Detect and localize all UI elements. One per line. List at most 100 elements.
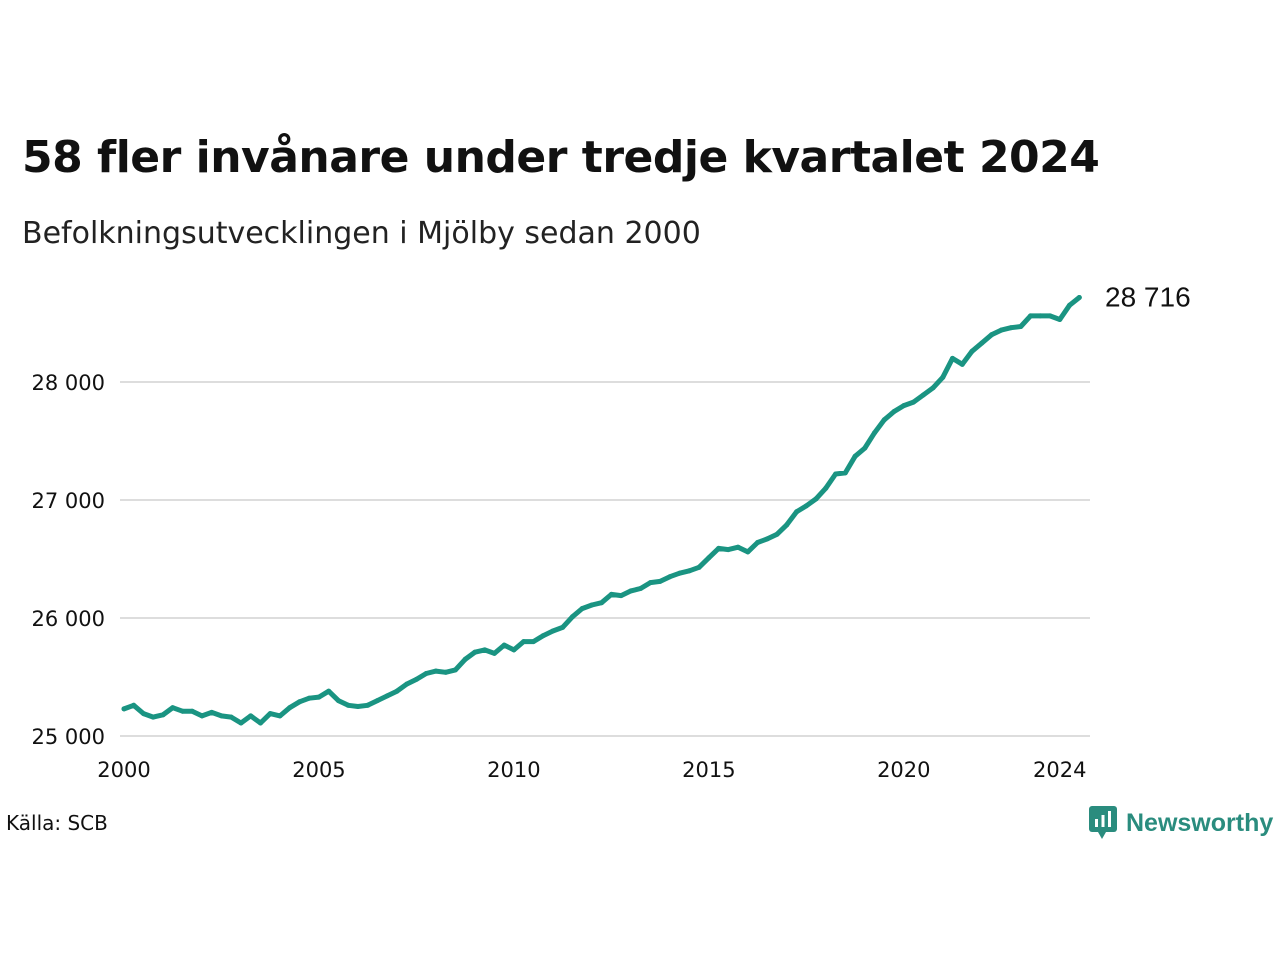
data-point bbox=[647, 580, 653, 586]
data-point bbox=[277, 713, 283, 719]
data-point bbox=[365, 702, 371, 708]
data-point bbox=[248, 713, 254, 719]
data-point bbox=[998, 327, 1004, 333]
y-tick-label: 27 000 bbox=[32, 489, 105, 513]
data-points bbox=[121, 295, 1082, 726]
y-tick-label: 26 000 bbox=[32, 607, 105, 631]
data-point bbox=[628, 588, 634, 594]
data-point bbox=[823, 485, 829, 491]
data-point bbox=[433, 668, 439, 674]
data-point bbox=[881, 417, 887, 423]
x-tick-label: 2015 bbox=[682, 758, 735, 782]
data-point bbox=[443, 669, 449, 675]
data-point bbox=[121, 706, 127, 712]
data-point bbox=[745, 549, 751, 555]
data-point bbox=[482, 647, 488, 653]
data-point bbox=[316, 694, 322, 700]
data-point bbox=[199, 713, 205, 719]
data-point bbox=[911, 399, 916, 405]
data-point bbox=[1008, 325, 1014, 331]
data-point bbox=[355, 704, 361, 709]
data-point bbox=[345, 702, 351, 708]
data-point bbox=[530, 639, 536, 645]
data-point bbox=[170, 705, 176, 711]
x-tick-label: 2020 bbox=[877, 758, 930, 782]
data-point bbox=[511, 647, 517, 653]
data-point bbox=[852, 453, 858, 459]
data-point bbox=[404, 681, 410, 687]
data-point bbox=[813, 496, 819, 502]
data-point bbox=[989, 332, 994, 338]
data-point bbox=[608, 591, 614, 597]
x-axis-ticks: 2000 2005 2010 2015 2020 2024 bbox=[97, 758, 1086, 782]
data-point bbox=[209, 709, 215, 715]
data-point bbox=[462, 656, 468, 662]
x-tick-label: 2010 bbox=[487, 758, 540, 782]
gridlines bbox=[120, 381, 1090, 737]
data-point bbox=[930, 385, 936, 391]
data-point bbox=[774, 531, 780, 537]
data-point bbox=[335, 698, 341, 704]
data-point bbox=[141, 711, 146, 717]
data-point bbox=[238, 720, 244, 726]
data-point bbox=[189, 708, 195, 714]
brand-name: Newsworthy bbox=[1126, 808, 1274, 837]
data-point bbox=[219, 713, 224, 719]
data-point bbox=[618, 593, 624, 599]
data-point bbox=[794, 509, 800, 515]
data-point bbox=[258, 720, 263, 726]
y-tick-label: 28 000 bbox=[32, 371, 105, 395]
brand-logo: Newsworthy bbox=[1088, 805, 1273, 841]
source-note: Källa: SCB bbox=[6, 811, 108, 835]
data-point bbox=[374, 698, 380, 704]
data-point bbox=[842, 470, 848, 476]
data-point bbox=[638, 586, 644, 591]
data-point bbox=[560, 624, 566, 630]
data-point bbox=[160, 712, 166, 718]
data-point bbox=[287, 705, 293, 711]
data-point bbox=[803, 503, 809, 509]
chart-subtitle: Befolkningsutvecklingen i Mjölby sedan 2… bbox=[22, 216, 701, 251]
data-point bbox=[384, 693, 390, 699]
population-line bbox=[121, 295, 1082, 726]
data-point bbox=[667, 574, 673, 580]
data-point bbox=[550, 628, 556, 634]
data-point bbox=[725, 547, 731, 553]
data-point bbox=[959, 361, 965, 367]
data-point bbox=[501, 642, 507, 648]
chart-title: 58 fler invånare under tredje kvartalet … bbox=[22, 132, 1100, 183]
data-point bbox=[872, 430, 878, 436]
data-point bbox=[1037, 313, 1043, 319]
data-point bbox=[423, 671, 429, 676]
data-point bbox=[764, 536, 770, 542]
data-point bbox=[755, 540, 761, 545]
y-tick-label: 25 000 bbox=[32, 725, 105, 749]
data-point bbox=[696, 564, 702, 570]
data-point bbox=[472, 649, 478, 655]
data-point bbox=[569, 614, 575, 620]
last-value-label: 28 716 bbox=[1105, 282, 1191, 313]
data-point bbox=[521, 639, 527, 645]
y-axis-ticks: 25 000 26 000 27 000 28 000 bbox=[32, 371, 105, 749]
data-point bbox=[1028, 313, 1033, 319]
data-point bbox=[131, 702, 137, 708]
data-point bbox=[833, 471, 839, 477]
x-tick-label: 2024 bbox=[1033, 758, 1086, 782]
data-point bbox=[950, 355, 955, 361]
data-point bbox=[1047, 313, 1053, 319]
data-point bbox=[657, 578, 663, 584]
data-point bbox=[716, 545, 722, 551]
data-point bbox=[686, 568, 692, 574]
data-point bbox=[1067, 302, 1072, 308]
data-point bbox=[394, 688, 400, 694]
data-point bbox=[599, 600, 605, 606]
data-point bbox=[735, 544, 741, 550]
data-point bbox=[228, 714, 234, 720]
data-point bbox=[491, 650, 497, 656]
data-point bbox=[150, 714, 156, 720]
data-point bbox=[413, 676, 419, 682]
data-point bbox=[862, 445, 868, 451]
data-point bbox=[969, 348, 975, 354]
data-point bbox=[901, 403, 907, 409]
